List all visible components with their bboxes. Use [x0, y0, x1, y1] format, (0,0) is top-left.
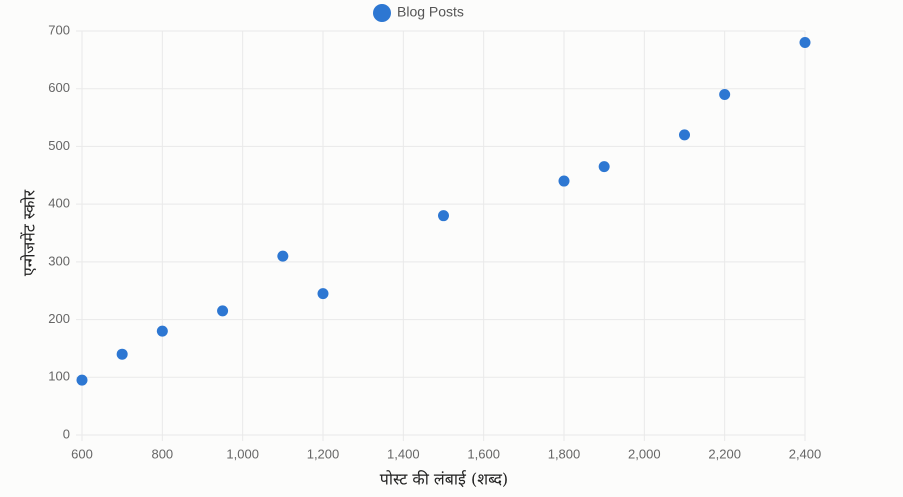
- scatter-point: [799, 37, 811, 49]
- x-tick-label: 1,600: [467, 446, 500, 461]
- x-tick-label: 1,200: [307, 446, 340, 461]
- x-tick-label: 1,400: [387, 446, 420, 461]
- legend-marker: [373, 4, 391, 22]
- y-tick-label: 100: [48, 369, 70, 384]
- scatter-point: [438, 210, 449, 222]
- scatter-point: [679, 129, 690, 141]
- x-tick-label: 2,200: [708, 446, 741, 461]
- y-axis-title: एन्गेजमेंट स्कोर: [20, 189, 39, 276]
- scatter-point: [558, 175, 570, 187]
- x-axis-title: पोस्ट की लंबाई (शब्द): [380, 470, 508, 489]
- scatter-point: [156, 325, 168, 337]
- x-tick-label: 600: [71, 446, 93, 461]
- y-tick-label: 600: [48, 80, 70, 95]
- y-tick-label: 0: [63, 426, 70, 441]
- x-tick-label: 1,800: [548, 446, 581, 461]
- scatter-point: [116, 348, 128, 360]
- y-tick-label: 500: [48, 138, 70, 153]
- scatter-point: [598, 161, 610, 173]
- legend-label: Blog Posts: [397, 4, 464, 20]
- scatter-point: [317, 288, 329, 300]
- y-tick-label: 300: [48, 253, 70, 268]
- scatter-point: [719, 88, 731, 100]
- y-tick-label: 700: [48, 22, 70, 37]
- x-tick-label: 800: [151, 446, 173, 461]
- scatter-point: [277, 250, 289, 262]
- scatter-point: [76, 374, 88, 386]
- y-tick-label: 200: [48, 311, 70, 326]
- x-tick-label: 2,000: [628, 446, 661, 461]
- x-tick-label: 2,400: [789, 446, 822, 461]
- y-tick-label: 400: [48, 196, 70, 211]
- scatter-point: [217, 305, 229, 317]
- x-tick-label: 1,000: [226, 446, 259, 461]
